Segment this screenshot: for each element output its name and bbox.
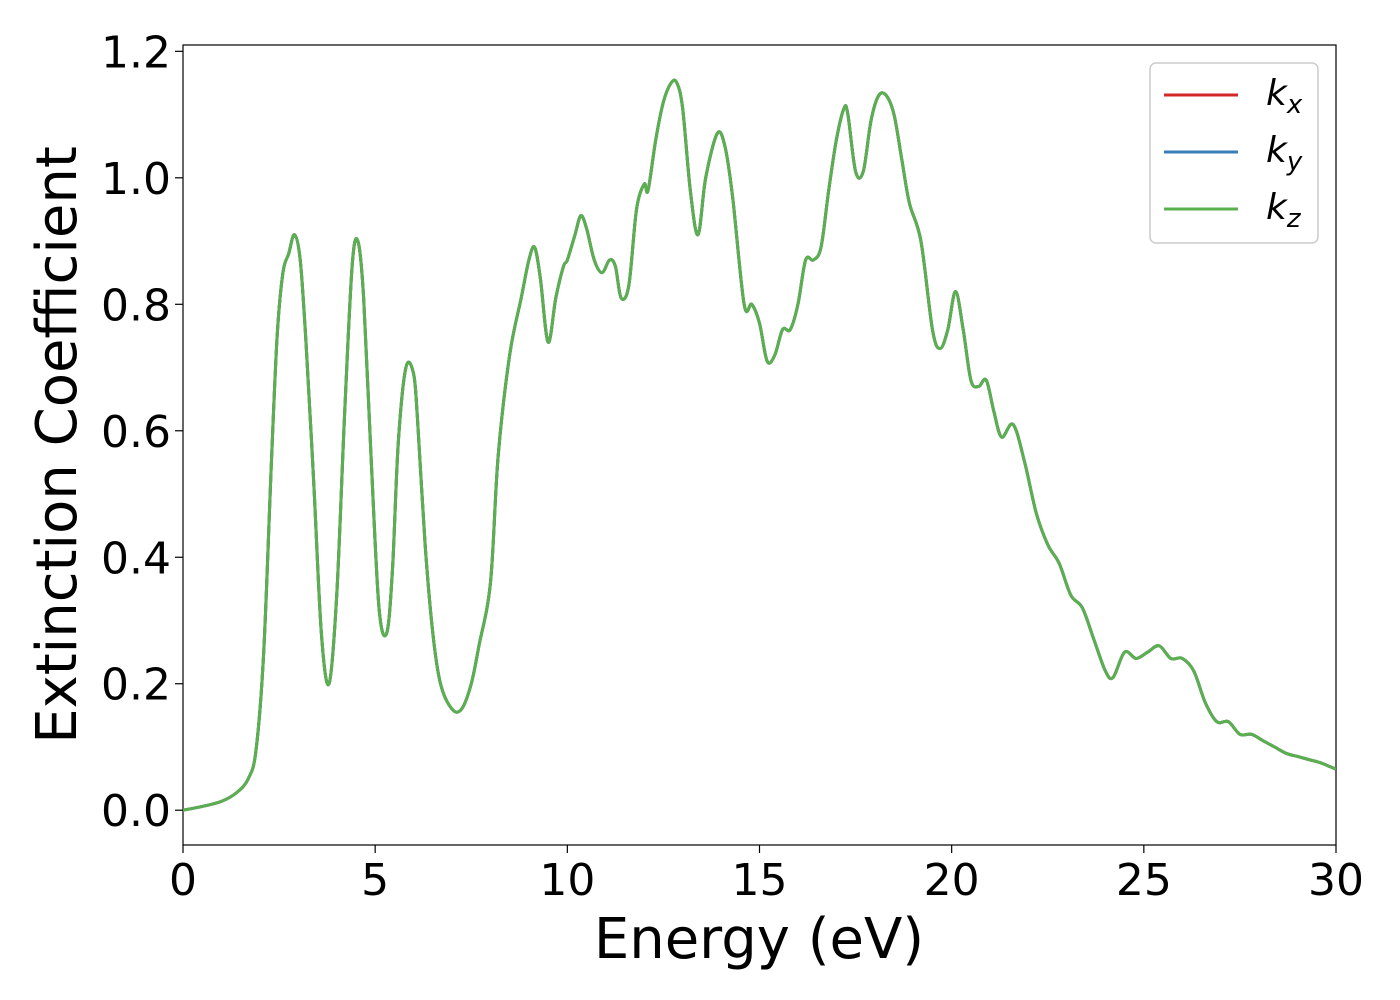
- y-tick-label: 0.6: [101, 407, 171, 458]
- x-tick-label: 10: [539, 855, 595, 906]
- x-tick-label: 30: [1308, 855, 1364, 906]
- y-tick-label: 0.0: [101, 786, 171, 837]
- y-axis-label: Extinction Coefficient: [25, 146, 90, 744]
- y-tick-label: 1.0: [101, 154, 171, 205]
- x-axis-label: Energy (eV): [594, 907, 924, 972]
- x-tick-label: 25: [1116, 855, 1172, 906]
- y-tick-label: 0.8: [101, 280, 171, 331]
- y-axis-ticks: 0.0 0.2 0.4 0.6 0.8 1.0 1.2: [101, 27, 183, 837]
- series-layer: [183, 78, 1336, 812]
- y-tick-label: 0.2: [101, 660, 171, 711]
- x-tick-label: 5: [361, 855, 389, 906]
- x-tick-label: 15: [732, 855, 788, 906]
- legend-label-kz: kz: [1266, 187, 1302, 234]
- x-axis-ticks: 0 5 10 15 20 25 30: [169, 845, 1364, 906]
- x-tick-label: 0: [169, 855, 197, 906]
- x-tick-label: 20: [924, 855, 980, 906]
- y-tick-label: 0.4: [101, 533, 171, 584]
- series-line-kz: [183, 78, 1336, 812]
- y-tick-label: 1.2: [101, 27, 171, 78]
